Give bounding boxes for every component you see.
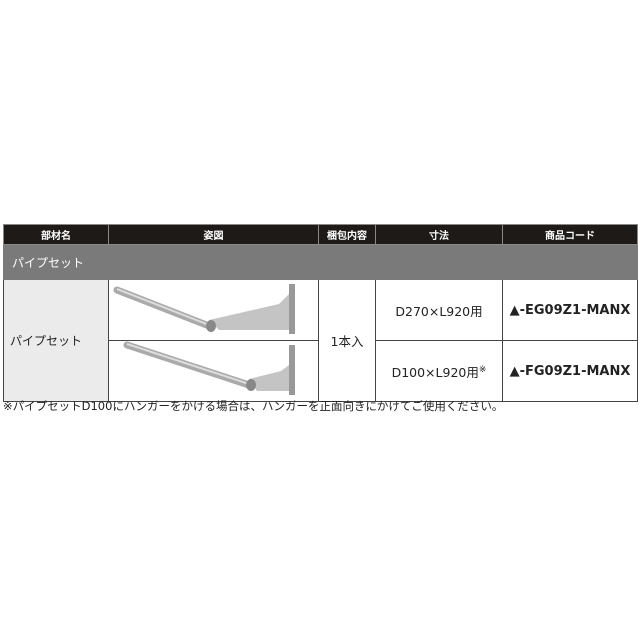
size-value: D100×L920用 — [391, 364, 479, 380]
header-figure: 姿図 — [108, 224, 319, 245]
size-note-mark: ※ — [478, 364, 487, 375]
product-code: ▲-FG09Z1-MANX — [502, 340, 638, 402]
product-code: ▲-EG09Z1-MANX — [502, 279, 638, 341]
table-row: D100×L920用※ ▲-FG09Z1-MANX — [4, 340, 638, 402]
header-package: 梱包内容 — [318, 224, 376, 245]
header-size: 寸法 — [375, 224, 503, 245]
size-value: D270×L920用 — [395, 303, 483, 319]
header-row: 部材名 姿図 梱包内容 寸法 商品コード — [3, 224, 638, 245]
section-row: パイプセット — [3, 244, 638, 280]
size-cell: D270×L920用 — [375, 279, 503, 341]
item-name: パイプセット — [3, 279, 109, 402]
table-row: パイプセット 1本入 D270×L920用 ▲-EG09Z1-MANX — [3, 279, 638, 402]
pipe-image-d100 — [108, 340, 319, 402]
footnote: ※パイプセットD100にハンガーをかける場合は、ハンガーを正面向きにかけてご使用… — [3, 399, 504, 413]
size-cell: D100×L920用※ — [375, 340, 503, 402]
package-content: 1本入 — [318, 279, 376, 402]
pipe-image-d270 — [108, 279, 319, 341]
header-part-name: 部材名 — [3, 224, 109, 245]
section-label: パイプセット — [3, 244, 638, 280]
product-table: 部材名 姿図 梱包内容 寸法 商品コード パイプセット パイプセット 1本入 D… — [3, 224, 638, 402]
header-code: 商品コード — [502, 224, 638, 245]
